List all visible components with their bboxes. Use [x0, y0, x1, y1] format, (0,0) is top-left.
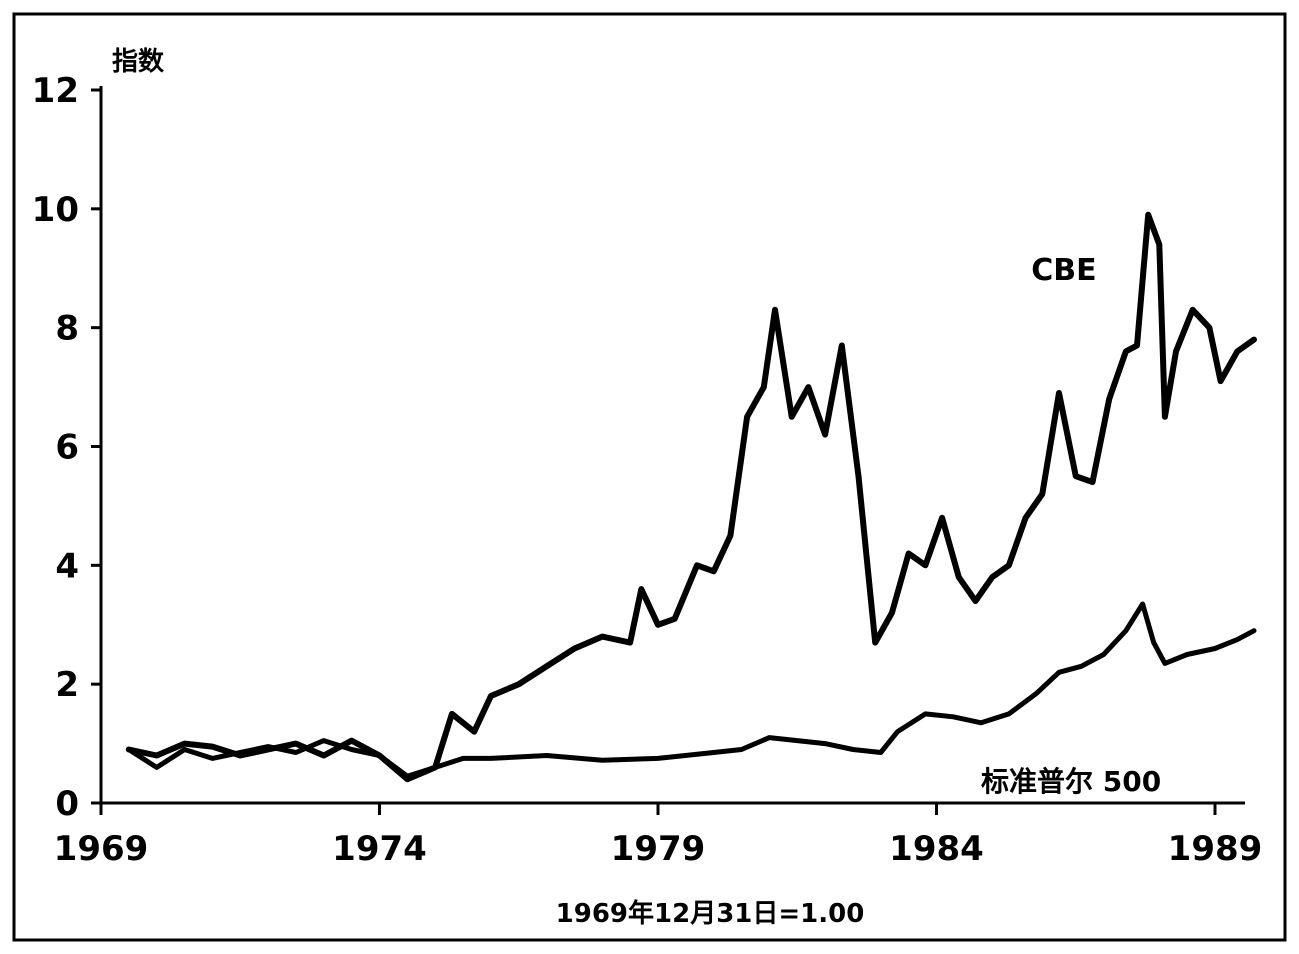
- series-label-cbe: CBE: [1031, 253, 1096, 288]
- y-tick-label: 10: [32, 190, 79, 230]
- y-tick-label: 4: [55, 546, 79, 586]
- y-tick-label: 8: [55, 309, 79, 349]
- series-line-cbe: [125, 211, 1257, 783]
- x-tick-label: 1979: [611, 829, 706, 869]
- y-axis-title: 指数: [112, 47, 165, 77]
- x-tick-label: 1989: [1168, 829, 1263, 869]
- x-tick-label: 1984: [889, 829, 984, 869]
- chart-border: [12, 12, 1287, 942]
- series-line-sp500: [126, 601, 1257, 779]
- chart-caption: 1969年12月31日=1.00: [556, 898, 865, 929]
- x-tick-label: 1969: [54, 829, 149, 869]
- axes: [99, 86, 1245, 805]
- x-tick-label: 1974: [332, 829, 427, 869]
- y-ticks: 0 2 4 6 8 10 12: [32, 71, 101, 824]
- series-labels: CBE 标准普尔 500: [981, 253, 1161, 798]
- y-tick-label: 0: [55, 784, 79, 824]
- x-ticks: 1969 1974 1979 1984 1989: [54, 803, 1263, 869]
- series-lines: [125, 211, 1257, 783]
- series-label-sp500: 标准普尔 500: [981, 765, 1161, 798]
- y-tick-label: 2: [55, 665, 79, 705]
- y-tick-label: 6: [55, 428, 79, 468]
- y-tick-label: 12: [32, 71, 79, 111]
